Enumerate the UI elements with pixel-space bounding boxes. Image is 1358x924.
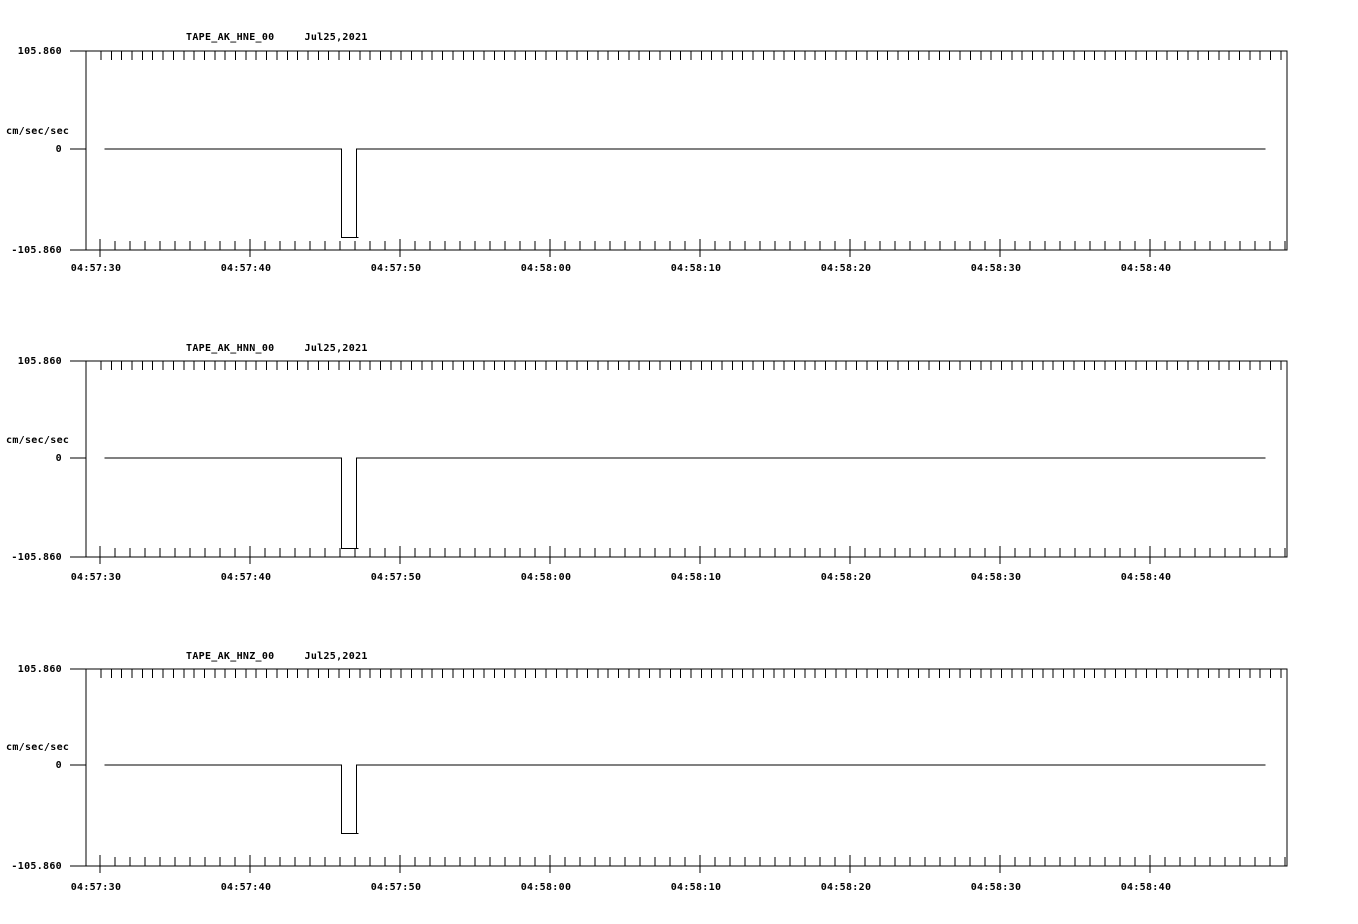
- panel-title: TAPE_AK_HNN_00 Jul25,2021: [186, 342, 368, 355]
- y-unit-label: cm/sec/sec: [6, 742, 70, 753]
- top-axis-ticks: [100, 51, 1282, 60]
- x-axis-minor-ticks: [114, 548, 1286, 557]
- y-max-label: 105.860: [17, 664, 62, 675]
- y-min-label: -105.860: [11, 245, 62, 256]
- date-label: Jul25,2021: [304, 651, 368, 662]
- x-tick-label: 04:58:20: [820, 572, 872, 583]
- x-tick-label: 04:58:30: [970, 263, 1022, 274]
- y-zero-label: 0: [55, 144, 62, 155]
- x-tick-label: 04:57:30: [70, 263, 122, 274]
- plot-frame: [85, 360, 1288, 558]
- x-tick-label: 04:58:10: [670, 882, 722, 893]
- y-max-label: 105.860: [17, 356, 62, 367]
- panel-title: TAPE_AK_HNZ_00 Jul25,2021: [186, 650, 368, 663]
- x-axis-major-ticks: [99, 239, 1151, 257]
- x-tick-label: 04:58:00: [520, 263, 572, 274]
- station-label: TAPE_AK_HNZ_00: [186, 651, 275, 662]
- y-max-label: 105.860: [17, 46, 62, 57]
- x-tick-label: 04:58:40: [1120, 263, 1172, 274]
- y-axis-ticks: [70, 360, 86, 558]
- date-label: Jul25,2021: [304, 343, 368, 354]
- x-axis-major-ticks: [99, 546, 1151, 564]
- x-tick-label: 04:58:40: [1120, 882, 1172, 893]
- y-axis-ticks: [70, 668, 86, 867]
- x-tick-label: 04:57:30: [70, 882, 122, 893]
- x-axis-major-ticks: [99, 855, 1151, 873]
- top-axis-ticks: [100, 669, 1282, 678]
- station-label: TAPE_AK_HNN_00: [186, 343, 275, 354]
- x-tick-label: 04:58:00: [520, 882, 572, 893]
- y-unit-label: cm/sec/sec: [6, 435, 70, 446]
- station-label: TAPE_AK_HNE_00: [186, 32, 275, 43]
- x-tick-label: 04:57:50: [370, 882, 422, 893]
- x-tick-label: 04:58:20: [820, 263, 872, 274]
- y-zero-label: 0: [55, 453, 62, 464]
- waveform-trace: [104, 457, 1266, 550]
- top-axis-ticks: [100, 361, 1282, 370]
- plot-frame: [85, 50, 1288, 251]
- x-tick-label: 04:58:30: [970, 572, 1022, 583]
- y-unit-label: cm/sec/sec: [6, 126, 70, 137]
- x-tick-label: 04:58:20: [820, 882, 872, 893]
- x-tick-label: 04:58:00: [520, 572, 572, 583]
- x-tick-label: 04:57:50: [370, 572, 422, 583]
- plot-frame: [85, 668, 1288, 867]
- date-label: Jul25,2021: [304, 32, 368, 43]
- x-tick-label: 04:57:40: [220, 263, 272, 274]
- y-min-label: -105.860: [11, 861, 62, 872]
- panel-title: TAPE_AK_HNE_00 Jul25,2021: [186, 31, 368, 44]
- x-tick-label: 04:57:40: [220, 572, 272, 583]
- x-tick-label: 04:57:40: [220, 882, 272, 893]
- x-tick-label: 04:58:10: [670, 572, 722, 583]
- y-zero-label: 0: [55, 760, 62, 771]
- y-axis-ticks: [70, 50, 86, 251]
- x-tick-label: 04:58:10: [670, 263, 722, 274]
- x-axis-minor-ticks: [114, 241, 1286, 250]
- x-tick-label: 04:57:30: [70, 572, 122, 583]
- y-min-label: -105.860: [11, 552, 62, 563]
- x-tick-label: 04:58:40: [1120, 572, 1172, 583]
- x-tick-label: 04:57:50: [370, 263, 422, 274]
- x-axis-minor-ticks: [114, 857, 1286, 866]
- waveform-trace: [104, 148, 1266, 239]
- x-tick-label: 04:58:30: [970, 882, 1022, 893]
- waveform-trace: [104, 764, 1266, 835]
